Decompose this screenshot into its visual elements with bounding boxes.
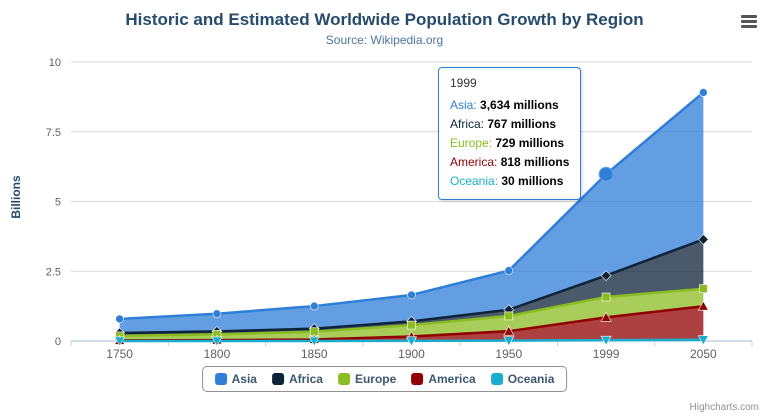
tooltip-row: America: 818 millions (450, 153, 569, 172)
x-axis-label: 1800 (204, 347, 231, 361)
tooltip-series-label: America: (450, 155, 501, 169)
marker[interactable] (600, 335, 612, 346)
legend-label: Africa (288, 372, 323, 386)
y-axis-title: Billions (9, 175, 23, 219)
marker[interactable] (697, 300, 709, 311)
hamburger-icon (741, 20, 757, 23)
legend-item-oceania[interactable]: Oceania (490, 372, 555, 386)
tooltip-series-value: 729 millions (495, 136, 565, 150)
marker[interactable] (601, 292, 611, 302)
marker[interactable] (504, 266, 514, 275)
x-axis-label: 1950 (495, 347, 522, 361)
y-axis-label: 2.5 (46, 266, 61, 278)
area-africa[interactable] (119, 239, 704, 336)
chart-title: Historic and Estimated Worldwide Populat… (125, 10, 644, 29)
tooltip-row: Oceania: 30 millions (450, 172, 569, 191)
y-axis-label: 7.5 (46, 127, 61, 139)
hamburger-icon (741, 25, 757, 28)
legend-swatch (214, 373, 227, 385)
tooltip: 1999 Asia: 3,634 millions Africa: 767 mil… (438, 67, 582, 200)
tooltip-series-value: 3,634 millions (480, 98, 559, 112)
marker[interactable] (211, 336, 223, 347)
marker[interactable] (308, 336, 320, 347)
legend-item-africa[interactable]: Africa (271, 372, 323, 386)
legend-label: Europe (354, 372, 397, 386)
marker[interactable] (407, 290, 416, 300)
marker[interactable] (697, 233, 709, 245)
marker[interactable] (115, 314, 124, 324)
tooltip-series-label: Asia: (450, 98, 481, 112)
legend-swatch (337, 373, 350, 385)
legend-item-asia[interactable]: Asia (214, 372, 257, 386)
marker[interactable] (503, 325, 515, 336)
x-axis-label: 1750 (106, 347, 133, 361)
tooltip-series-value: 30 millions (501, 174, 564, 188)
marker[interactable] (405, 336, 418, 347)
marker[interactable] (699, 284, 708, 293)
legend-item-europe[interactable]: Europe (337, 372, 397, 386)
x-axis-label: 1900 (398, 347, 425, 361)
hover-marker[interactable] (598, 166, 614, 182)
tooltip-header: 1999 (450, 76, 477, 90)
legend-swatch (271, 373, 284, 385)
tooltip-series-value: 767 millions (487, 117, 557, 131)
marker[interactable] (600, 311, 612, 322)
y-axis-label: 5 (55, 197, 61, 209)
marker[interactable] (212, 309, 222, 319)
legend-swatch (490, 373, 503, 385)
tooltip-series-label: Africa: (450, 117, 488, 131)
y-axis-label: 10 (49, 57, 61, 69)
tooltip-row: Europe: 729 millions (450, 134, 569, 153)
context-menu-button[interactable] (741, 15, 757, 30)
x-axis-label: 2050 (690, 347, 717, 361)
legend: Asia Africa Europe America Oceania (201, 366, 568, 392)
x-axis-label: 1999 (593, 347, 620, 361)
marker[interactable] (407, 320, 416, 330)
legend-label: Asia (231, 372, 257, 386)
tooltip-series-label: Oceania: (450, 174, 502, 188)
marker[interactable] (600, 270, 612, 282)
highcharts-credit[interactable]: Highcharts.com (689, 402, 759, 413)
area-america[interactable] (119, 306, 704, 341)
tooltip-row: Asia: 3,634 millions (450, 96, 569, 115)
legend-swatch (411, 373, 424, 385)
tooltip-rows: Asia: 3,634 millions Africa: 767 millions… (450, 96, 569, 191)
chart-subtitle: Source: Wikipedia.org (325, 33, 444, 47)
tooltip-series-label: Europe: (450, 136, 496, 150)
x-axis-label: 1850 (301, 347, 328, 361)
tooltip-series-value: 818 millions (500, 155, 570, 169)
area-asia[interactable] (119, 92, 704, 333)
marker[interactable] (699, 88, 708, 97)
marker[interactable] (309, 301, 319, 311)
marker[interactable] (503, 336, 515, 347)
legend-label: Oceania (507, 372, 555, 386)
legend-item-america[interactable]: America (411, 372, 476, 386)
y-axis-label: 0 (55, 336, 61, 348)
marker[interactable] (504, 311, 514, 321)
marker[interactable] (697, 335, 709, 346)
legend-label: America (428, 372, 476, 386)
tooltip-row: Africa: 767 millions (450, 115, 569, 134)
marker[interactable] (114, 336, 126, 347)
hamburger-icon (741, 15, 757, 18)
